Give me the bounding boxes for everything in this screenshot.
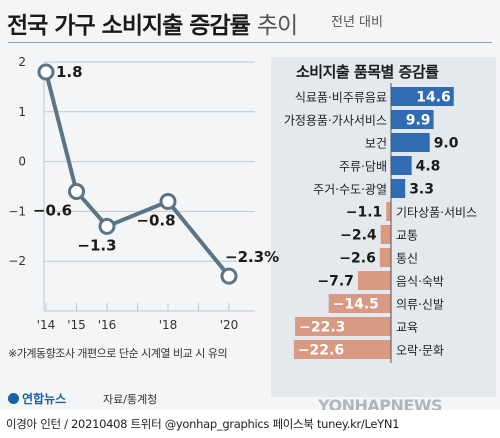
bar-value-label: −22.6 xyxy=(298,343,344,359)
title-divider xyxy=(8,42,492,43)
chart-title-main: 전국 가구 소비지출 증감률 xyxy=(7,13,251,39)
bar-value-label: 9.9 xyxy=(406,113,431,129)
baseline-note: 전년 대비 xyxy=(331,15,383,30)
series-line xyxy=(44,71,231,278)
category-label: 교육 xyxy=(396,321,418,335)
y-tick-label: 2 xyxy=(18,55,26,69)
bar-value-label: −1.1 xyxy=(346,205,383,221)
y-tick-label: −1 xyxy=(8,204,26,218)
bar-value-label: −22.3 xyxy=(299,320,345,336)
footer-bar xyxy=(0,410,500,438)
bar xyxy=(391,87,454,106)
bar-value-label: 3.3 xyxy=(409,182,434,198)
data-point xyxy=(37,63,55,81)
footnote: ※가계동향조사 개편으로 단순 시계열 비교 시 유의 xyxy=(8,347,228,360)
bar-value-label: −2.6 xyxy=(339,251,376,267)
category-label: 교통 xyxy=(396,229,418,243)
y-tick-label: 1 xyxy=(18,105,26,119)
x-tick-label: '16 xyxy=(98,318,117,332)
logo-icon xyxy=(8,393,19,404)
right-chart-title: 소비지출 품목별 증감률 xyxy=(296,63,439,81)
logo-text: 연합뉴스 xyxy=(22,392,67,406)
data-label: −0.8 xyxy=(136,211,175,229)
x-tick-label: '18 xyxy=(159,318,178,332)
category-label: 식료품·비주류음료 xyxy=(295,91,387,105)
category-label: 가정용품·가사서비스 xyxy=(284,114,387,128)
bar-value-label: −2.4 xyxy=(340,228,377,244)
data-point xyxy=(220,267,238,285)
chart-title-sub: 추이 xyxy=(256,13,298,39)
bar xyxy=(391,133,430,152)
bar-value-label: −14.5 xyxy=(333,297,379,313)
category-label: 통신 xyxy=(396,252,418,266)
yonhap-logo: 연합뉴스 xyxy=(8,390,66,407)
y-tick-label: 0 xyxy=(18,155,26,169)
bar-value-label: 4.8 xyxy=(416,159,441,175)
category-label: 기타상품·서비스 xyxy=(396,206,477,220)
bar-chart: 14.6 식료품·비주류음료 9.9 가정용품·가사서비스 9.0 보건 4.8 주류·담배 3… xyxy=(284,83,477,363)
bar xyxy=(391,156,412,175)
data-point xyxy=(98,217,116,235)
line-chart: 2 1 0 −1 −2 '14 '15 '16 '18 '20 1.8 −0.6 −1.3 −0.8 −2.… xyxy=(8,55,279,332)
bar xyxy=(357,271,391,290)
x-tick-label: '15 xyxy=(67,318,86,332)
bar xyxy=(391,110,434,129)
category-label: 의류·신발 xyxy=(396,298,444,312)
category-label: 오락·문화 xyxy=(396,344,444,358)
data-label: −2.3% xyxy=(225,248,279,266)
bar-value-label: 9.0 xyxy=(434,136,459,152)
bar-value-label: 14.6 xyxy=(416,90,451,106)
bar xyxy=(380,225,391,244)
category-label: 보건 xyxy=(365,137,387,151)
data-point xyxy=(159,192,177,210)
y-tick-label: −2 xyxy=(8,254,26,268)
category-label: 주류·담배 xyxy=(339,160,387,174)
bar xyxy=(295,317,391,336)
bar xyxy=(386,202,391,221)
bar xyxy=(379,248,391,267)
bar-value-label: −7.7 xyxy=(317,274,354,290)
data-label: 1.8 xyxy=(56,63,83,81)
data-label: −0.6 xyxy=(33,201,72,219)
source-label: 자료/통계청 xyxy=(103,393,158,406)
data-label: −1.3 xyxy=(77,236,116,254)
bar xyxy=(293,340,391,359)
bar xyxy=(328,294,391,313)
bar xyxy=(391,179,406,198)
chart-title: 전국 가구 소비지출 증감률 추이 xyxy=(7,6,298,40)
x-tick-label: '20 xyxy=(220,318,239,332)
data-point xyxy=(68,182,85,200)
credit-line: 이경아 인턴 / 20210408 트위터 @yonhap_graphics 페… xyxy=(6,417,400,431)
category-label: 음식·숙박 xyxy=(396,275,444,289)
category-label: 주거·수도·광열 xyxy=(313,183,387,197)
x-tick-label: '14 xyxy=(37,318,56,332)
